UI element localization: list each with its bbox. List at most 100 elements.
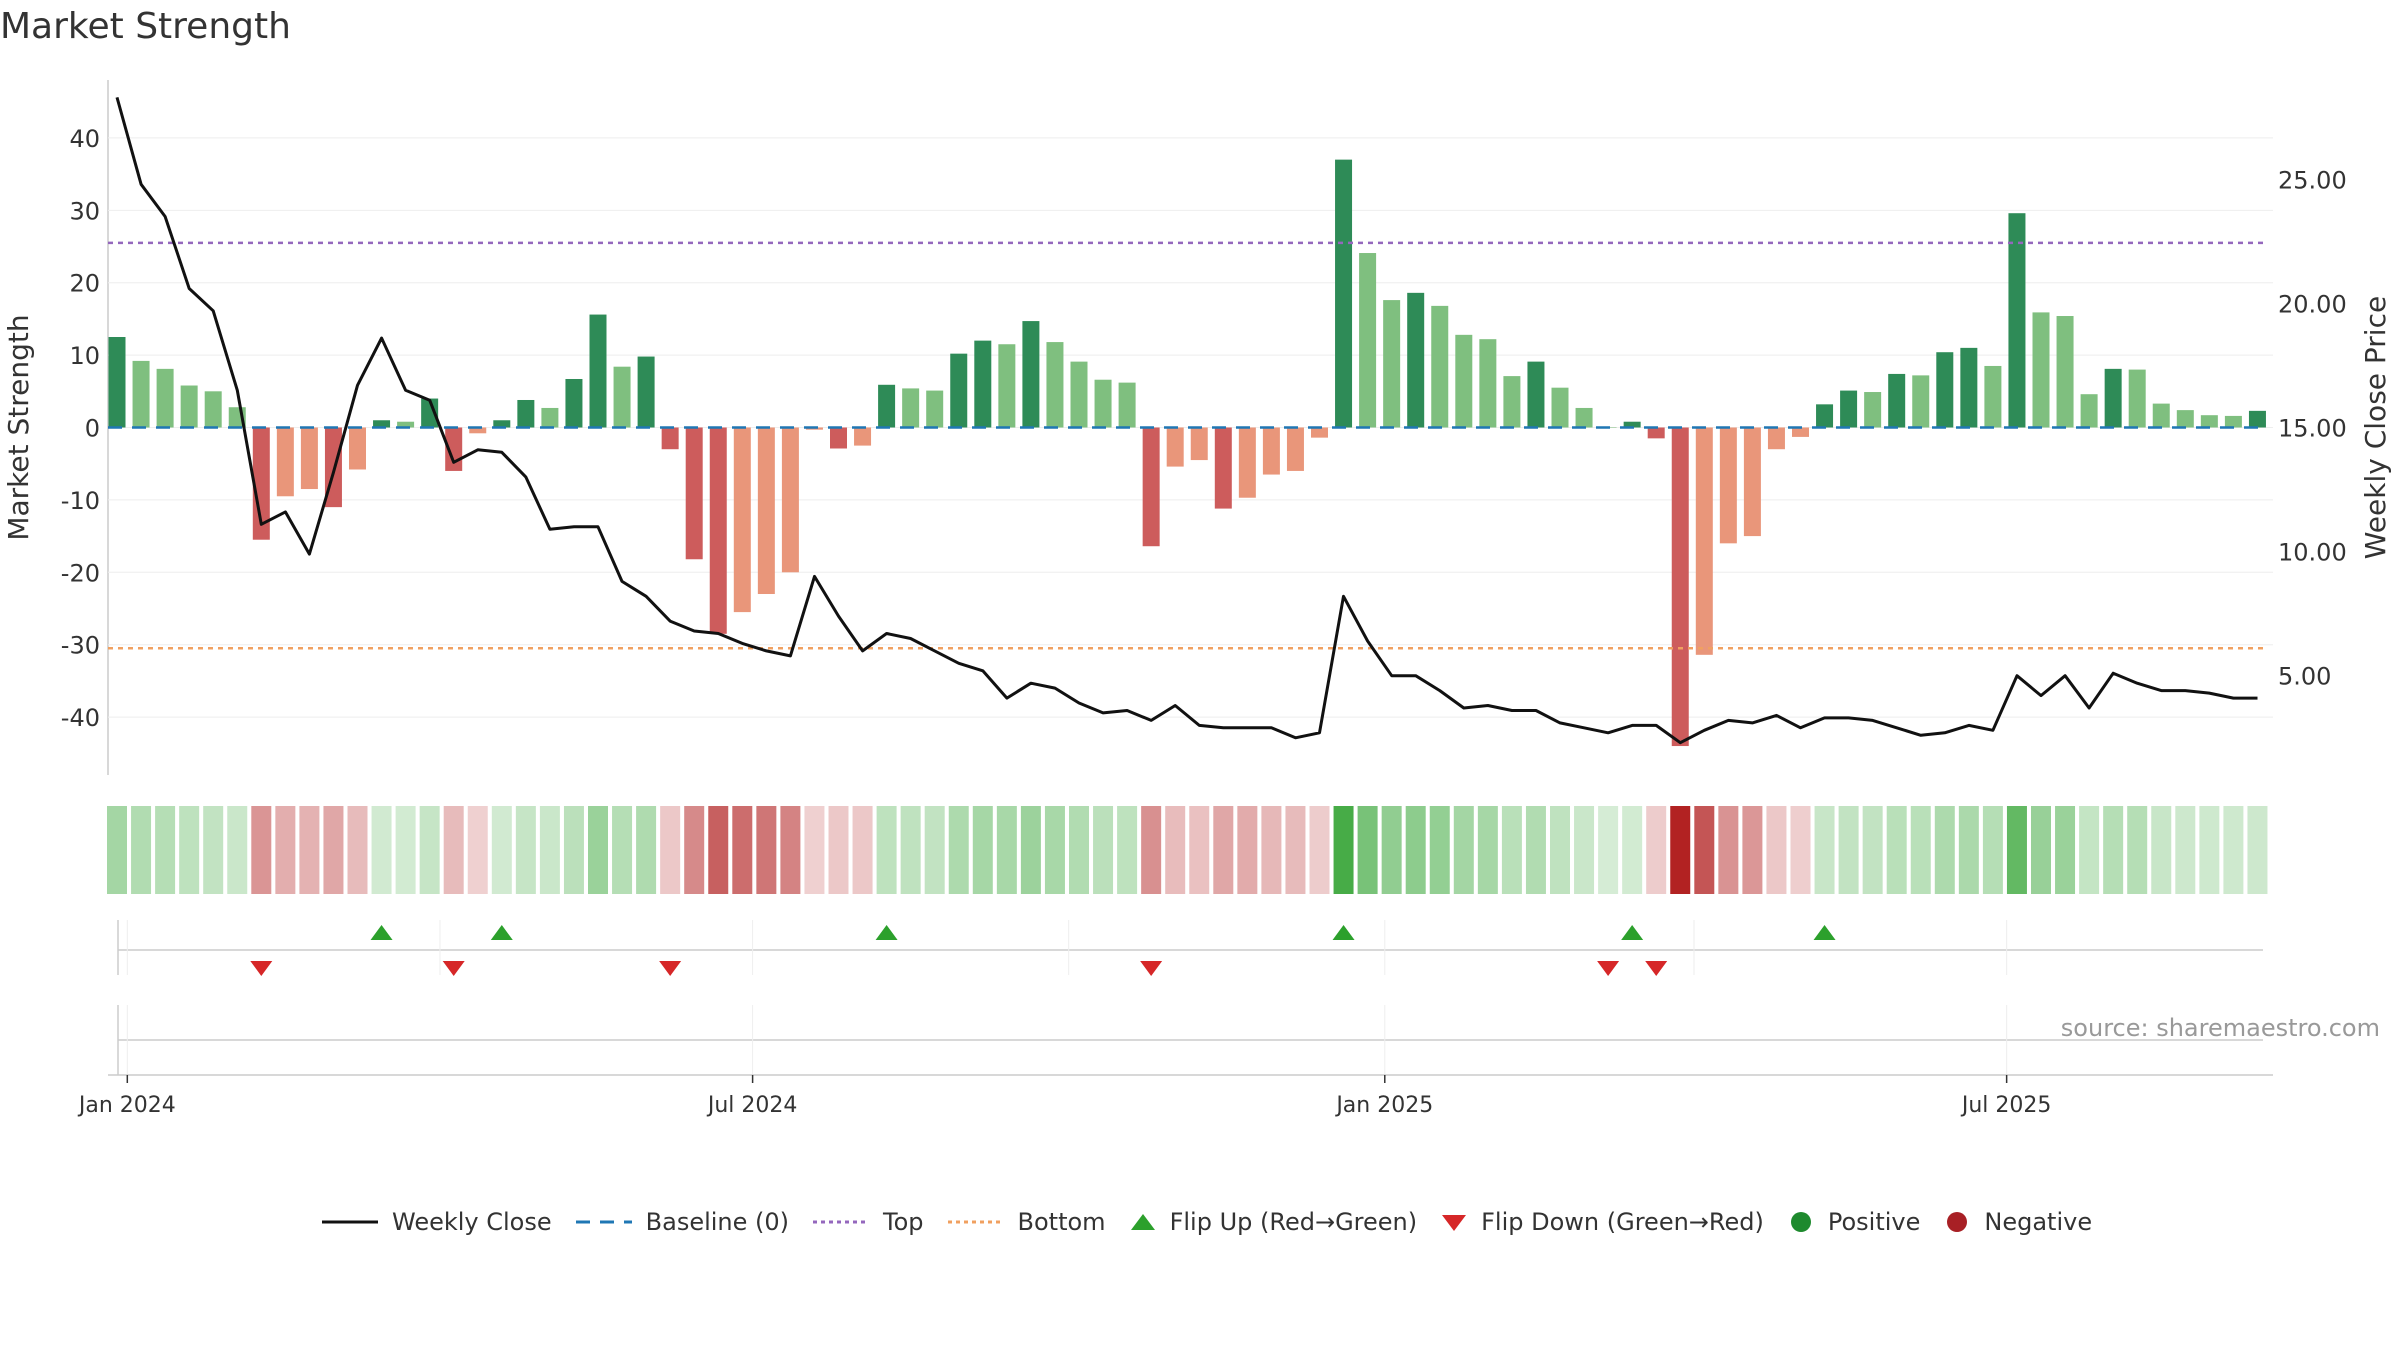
y-tick-label: 20 — [69, 270, 100, 298]
heat-cell — [347, 806, 368, 894]
heat-cell — [1742, 806, 1763, 894]
flip-up-marker — [1813, 925, 1836, 940]
heat-cell — [227, 806, 248, 894]
heat-cell — [1862, 806, 1883, 894]
heat-cell — [419, 806, 440, 894]
y-tick-label: -40 — [61, 704, 100, 732]
heat-cell — [251, 806, 272, 894]
flip-down-marker — [250, 961, 273, 976]
strength-bar — [252, 427, 270, 540]
legend-item: Bottom — [946, 1208, 1106, 1236]
strength-bar — [1864, 392, 1882, 428]
heat-cell — [1646, 806, 1667, 894]
strength-bar — [1383, 300, 1401, 428]
heat-cell — [299, 806, 320, 894]
heat-cell — [395, 806, 416, 894]
legend-swatch — [1790, 1212, 1811, 1232]
heat-cell — [588, 806, 608, 894]
legend-label: Top — [883, 1208, 924, 1236]
strength-bar — [300, 427, 318, 490]
heat-cell — [1141, 806, 1162, 894]
strength-bar — [565, 378, 583, 428]
heat-cell — [804, 806, 825, 894]
heat-cell — [2223, 806, 2244, 894]
y-tick-label: 40 — [69, 125, 100, 153]
heat-cell — [2175, 806, 2196, 894]
strength-bar — [998, 344, 1016, 428]
heat-cell — [2079, 806, 2100, 894]
heat-cell — [1117, 806, 1138, 894]
strength-bar — [1695, 427, 1713, 655]
heat-cell — [1429, 806, 1450, 894]
strength-bar — [613, 366, 631, 428]
strength-bar — [1888, 373, 1906, 428]
flip-up-marker — [1621, 925, 1644, 940]
strength-bar — [854, 427, 872, 446]
heat-cell — [1405, 806, 1426, 894]
strength-bar — [2128, 369, 2146, 428]
heat-cell — [1670, 806, 1691, 894]
heat-cell — [1982, 806, 2003, 894]
heat-cell — [1165, 806, 1186, 894]
y-tick-label: 0 — [85, 415, 100, 443]
legend-label: Flip Down (Green→Red) — [1481, 1208, 1764, 1236]
heat-cell — [636, 806, 657, 894]
strength-bar — [1936, 352, 1954, 428]
flip-up-marker — [875, 925, 898, 940]
flip-up-marker — [490, 925, 513, 940]
legend-label: Flip Up (Red→Green) — [1169, 1208, 1418, 1236]
y2-tick-label: 20.00 — [2278, 290, 2347, 318]
heat-cell — [1886, 806, 1907, 894]
strength-bar — [878, 384, 896, 428]
strength-bar — [2056, 316, 2074, 428]
strength-bar — [1840, 390, 1858, 428]
heat-cell — [660, 806, 681, 894]
strength-bar — [349, 427, 366, 470]
heat-cell — [371, 806, 392, 894]
strength-bar — [1094, 379, 1112, 428]
strength-bar — [1190, 427, 1208, 461]
heat-cell — [1622, 806, 1643, 894]
strength-bar — [397, 421, 415, 428]
heat-cell — [1020, 806, 1041, 894]
legend-swatch — [1947, 1212, 1968, 1232]
heat-cell — [1550, 806, 1570, 894]
strength-bar — [2008, 213, 2026, 428]
strength-bar — [1479, 339, 1497, 428]
heat-cell — [684, 806, 705, 894]
y2-axis-label: Weekly Close Price — [2359, 296, 2392, 559]
strength-bar — [2104, 368, 2122, 428]
heat-cell — [539, 806, 560, 894]
heat-cell — [612, 806, 633, 894]
heat-cell — [924, 806, 945, 894]
flip-up-marker — [1332, 925, 1355, 940]
heat-cell — [107, 806, 127, 894]
legend-swatch — [575, 1220, 632, 1224]
legend: Weekly Close Baseline (0) Top Bottom Flip Up… — [320, 1208, 2114, 1236]
heat-cell — [996, 806, 1017, 894]
heat-cell — [1309, 806, 1330, 894]
y2-tick-label: 10.00 — [2278, 539, 2347, 567]
strength-bar — [2176, 410, 2194, 428]
legend-item: Negative — [1942, 1208, 2092, 1236]
heat-cell — [1189, 806, 1210, 894]
flip-down-marker — [442, 961, 465, 976]
strength-bar — [373, 420, 391, 428]
strength-bar — [1214, 427, 1232, 509]
strength-bar — [2248, 410, 2266, 428]
heat-cell — [2031, 806, 2051, 894]
strength-bar — [950, 353, 968, 428]
legend-swatch — [1130, 1214, 1155, 1230]
heat-cell — [780, 806, 801, 894]
strength-bar — [2152, 403, 2170, 428]
x-tick-label: Jul 2025 — [1960, 1093, 2052, 1118]
strength-bar — [637, 356, 655, 428]
heat-cell — [1285, 806, 1306, 894]
strength-bar — [204, 391, 222, 428]
legend-item: Baseline (0) — [574, 1208, 789, 1236]
strength-bar — [1455, 334, 1473, 428]
heat-cell — [131, 806, 152, 894]
strength-bar — [661, 427, 679, 450]
heat-cell — [1790, 806, 1811, 894]
flip-up-marker — [370, 925, 393, 940]
